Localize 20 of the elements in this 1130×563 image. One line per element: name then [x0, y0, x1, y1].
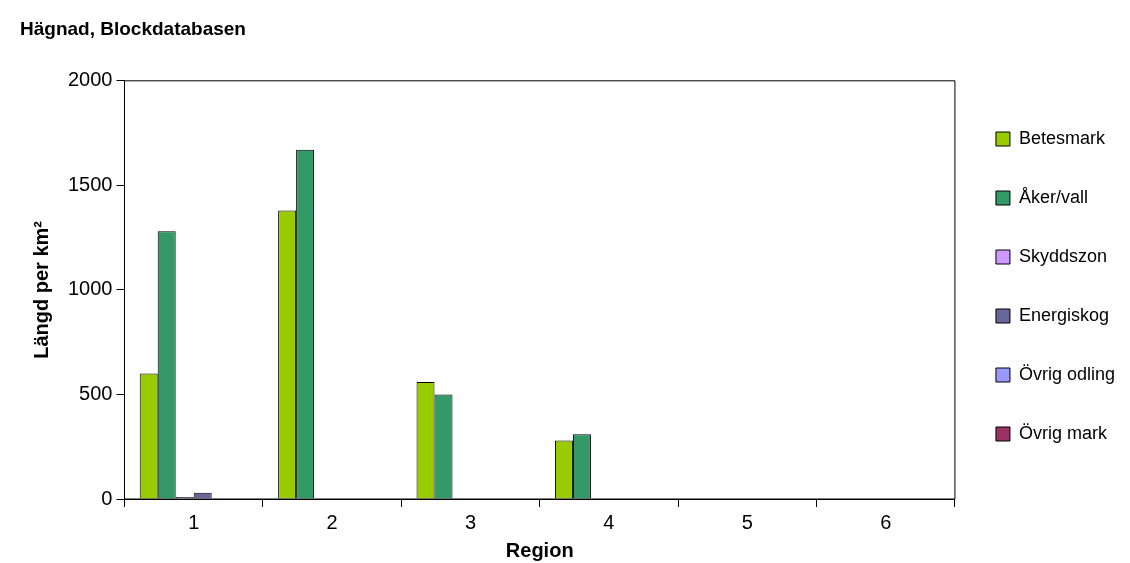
- y-tick-label: 2000: [67, 68, 113, 91]
- x-tick-label: 2: [326, 510, 338, 533]
- y-tick-label: 1000: [67, 277, 113, 300]
- chart-title: Hägnad, Blockdatabasen: [20, 17, 246, 39]
- x-axis-title: Region: [505, 538, 574, 561]
- legend-label: Åker/vall: [1018, 186, 1088, 207]
- legend-label: Skyddszon: [1018, 245, 1108, 266]
- y-axis-title: Längd per km²: [29, 220, 52, 359]
- x-tick-label: 1: [188, 510, 200, 533]
- legend-label: Energiskog: [1018, 304, 1110, 325]
- legend-label: Övrig odling: [1018, 363, 1115, 384]
- x-tick-label: 5: [741, 510, 753, 533]
- x-tick-label: 4: [603, 510, 615, 533]
- legend-label: Betesmark: [1018, 127, 1106, 148]
- y-tick-label: 500: [79, 381, 113, 404]
- y-tick-label: 1500: [67, 172, 113, 195]
- x-tick-label: 6: [880, 510, 892, 533]
- y-tick-label: 0: [101, 486, 113, 509]
- x-tick-label: 3: [464, 510, 477, 533]
- legend-label: Övrig mark: [1018, 422, 1108, 443]
